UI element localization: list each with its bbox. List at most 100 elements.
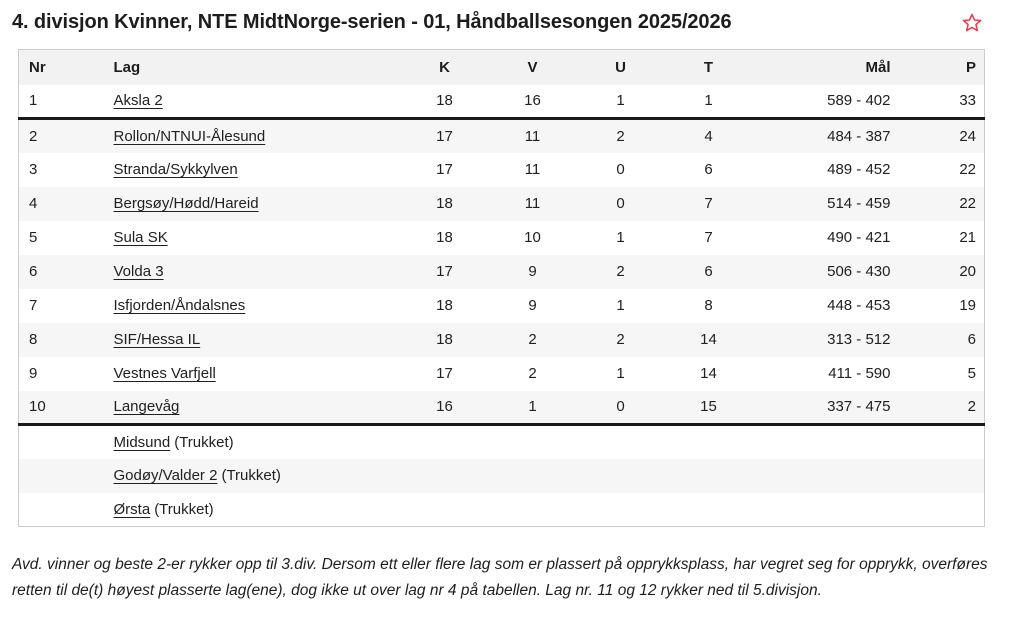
cell-rank: 7: [29, 297, 38, 314]
cell-draws: 1: [616, 365, 625, 382]
cell-draws: 1: [616, 92, 625, 110]
cell-points: 19: [959, 297, 976, 314]
cell-draws: 0: [616, 398, 625, 416]
table-header-row: Nr Lag K V U T Mål P: [18, 49, 985, 85]
team-link[interactable]: Bergsøy/Hødd/Hareid: [113, 195, 259, 212]
header-p: P: [892, 49, 985, 85]
cell-played: 17: [436, 127, 453, 145]
cell-rank-empty: [19, 459, 104, 493]
cell-rank: 8: [29, 331, 38, 348]
header-t: T: [664, 49, 753, 85]
cell-rank: 2: [29, 127, 38, 145]
withdrawn-row: Midsund (Trukket): [19, 425, 985, 459]
table-row: 7 Isfjorden/Åndalsnes 18 9 1 8 448 - 453…: [19, 289, 985, 323]
cell-rank-empty: [19, 493, 104, 527]
cell-wins: 11: [524, 127, 541, 145]
cell-losses: 7: [704, 229, 713, 246]
cell-losses: 15: [700, 398, 717, 416]
cell-losses: 4: [704, 127, 713, 145]
withdrawn-label: (Trukket): [174, 433, 234, 451]
table-row: 8 SIF/Hessa IL 18 2 2 14 313 - 512 6: [18, 322, 985, 357]
cell-goals: 448 - 453: [827, 297, 891, 314]
header-k: K: [400, 49, 489, 85]
cell-losses: 6: [704, 263, 713, 280]
team-link[interactable]: SIF/Hessa IL: [113, 331, 201, 348]
table-container: Nr Lag K V U T Mål P 1 Aksla 2 18 16 1: [0, 49, 1009, 527]
cell-goals: 490 - 421: [827, 229, 891, 246]
team-link[interactable]: Langevåg: [113, 398, 180, 416]
cell-points: 5: [967, 365, 976, 382]
header-v: V: [488, 49, 577, 85]
team-link[interactable]: Volda 3: [113, 263, 164, 280]
team-link[interactable]: Ørsta: [113, 500, 151, 518]
favorite-star-icon[interactable]: [959, 10, 985, 36]
team-link[interactable]: Vestnes Varfjell: [113, 365, 216, 382]
team-link[interactable]: Sula SK: [113, 229, 168, 246]
cell-wins: 2: [528, 331, 537, 348]
cell-wins: 9: [528, 263, 537, 280]
header-lag: Lag: [103, 49, 401, 85]
cell-goals: 589 - 402: [827, 92, 891, 110]
withdrawn-label: (Trukket): [221, 467, 281, 484]
header-u: U: [576, 49, 665, 85]
team-link[interactable]: Aksla 2: [113, 92, 163, 110]
withdrawn-label: (Trukket): [154, 500, 214, 518]
cell-wins: 10: [524, 229, 541, 246]
table-row: 5 Sula SK 18 10 1 7 490 - 421 21: [19, 221, 985, 255]
cell-draws: 1: [616, 297, 625, 314]
team-link[interactable]: Midsund: [113, 433, 171, 451]
header-nr: Nr: [18, 49, 104, 85]
cell-rank: 10: [29, 398, 46, 416]
team-link[interactable]: Isfjorden/Åndalsnes: [113, 297, 246, 314]
table-row: 9 Vestnes Varfjell 17 2 1 14 411 - 590 5: [19, 357, 985, 391]
title-bar: 4. divisjon Kvinner, NTE MidtNorge-serie…: [0, 0, 1009, 49]
header-maal: Mål: [752, 49, 893, 85]
promotion-relegation-footnote: Avd. vinner og beste 2-er rykker opp til…: [12, 556, 988, 599]
cell-points: 20: [959, 263, 976, 280]
cell-wins: 16: [524, 92, 541, 110]
cell-points: 21: [959, 229, 976, 246]
cell-goals: 313 - 512: [827, 331, 891, 348]
cell-points: 22: [959, 161, 976, 178]
team-link[interactable]: Stranda/Sykkylven: [113, 161, 238, 178]
cell-draws: 2: [616, 263, 625, 280]
cell-losses: 14: [700, 365, 717, 382]
cell-wins: 11: [524, 195, 541, 212]
table-row: 1 Aksla 2 18 16 1 1 589 - 402 33: [18, 85, 985, 119]
cell-played: 18: [436, 229, 453, 246]
cell-points: 33: [959, 92, 976, 110]
table-row: 2 Rollon/NTNUI-Ålesund 17 11 2 4 484 - 3…: [18, 118, 985, 153]
cell-goals: 337 - 475: [827, 398, 891, 416]
cell-losses: 6: [704, 161, 713, 178]
table-row: 4 Bergsøy/Hødd/Hareid 18 11 0 7 514 - 45…: [18, 186, 985, 221]
cell-rank-empty: [19, 425, 104, 459]
team-link[interactable]: Godøy/Valder 2: [113, 467, 218, 484]
cell-played: 18: [436, 297, 453, 314]
cell-goals: 514 - 459: [827, 195, 891, 212]
cell-rank: 3: [29, 161, 38, 178]
cell-played: 17: [436, 263, 453, 280]
cell-losses: 8: [704, 297, 713, 314]
cell-points: 22: [959, 195, 976, 212]
cell-played: 17: [436, 365, 453, 382]
table-row: 3 Stranda/Sykkylven 17 11 0 6 489 - 452 …: [19, 153, 985, 187]
team-link[interactable]: Rollon/NTNUI-Ålesund: [113, 127, 266, 145]
cell-goals: 411 - 590: [828, 365, 891, 382]
cell-rank: 1: [29, 92, 38, 110]
cell-wins: 9: [528, 297, 537, 314]
cell-played: 18: [436, 92, 453, 110]
cell-rank: 9: [29, 365, 38, 382]
cell-draws: 2: [616, 127, 625, 145]
cell-losses: 1: [704, 92, 713, 110]
withdrawn-row: Godøy/Valder 2 (Trukket): [18, 458, 985, 493]
cell-wins: 2: [528, 365, 537, 382]
cell-draws: 0: [616, 161, 625, 178]
cell-played: 16: [436, 398, 453, 416]
table-row: 6 Volda 3 17 9 2 6 506 - 430 20: [18, 254, 985, 289]
table-row: 10 Langevåg 16 1 0 15 337 - 475 2: [18, 390, 985, 425]
standings-table: Nr Lag K V U T Mål P 1 Aksla 2 18 16 1: [18, 49, 985, 527]
cell-rank: 5: [29, 229, 38, 246]
cell-losses: 7: [704, 195, 713, 212]
cell-played: 18: [436, 195, 453, 212]
